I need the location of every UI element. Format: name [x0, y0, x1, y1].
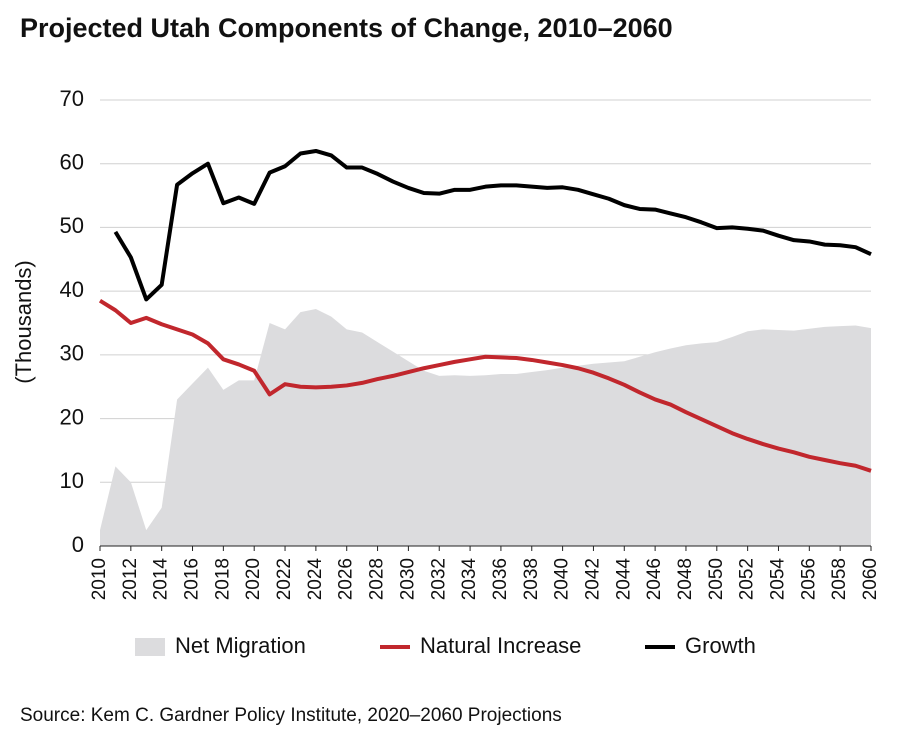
x-tick-label: 2030	[397, 558, 418, 600]
y-tick-label: 10	[60, 468, 84, 493]
line	[98, 299, 872, 473]
x-tick-label: 2052	[737, 558, 758, 600]
x-tick-label: 2034	[459, 558, 480, 601]
legend-label: Net Migration	[175, 633, 306, 658]
x-tick-label: 2032	[428, 558, 449, 600]
x-tick-label: 2028	[367, 558, 388, 600]
x-tick-label: 2020	[243, 558, 264, 600]
x-tick-label: 2026	[336, 558, 357, 600]
source: Source: Kem C. Gardner Policy Institute,…	[20, 705, 562, 726]
x-tick-label: 2018	[212, 558, 233, 600]
x-tick-label: 2010	[89, 558, 110, 600]
x-tick-label: 2044	[613, 558, 634, 601]
x-tick-label: 2046	[644, 558, 665, 600]
area	[100, 308, 871, 546]
x-tick-label: 2048	[675, 558, 696, 600]
x-tick-label: 2042	[582, 558, 603, 600]
y-tick-label: 20	[60, 404, 84, 429]
x-tick-label: 2022	[274, 558, 295, 600]
y-tick-label: 60	[60, 150, 84, 175]
x-tick-label: 2058	[829, 558, 850, 600]
legend-label: Natural Increase	[420, 633, 581, 658]
x-tick-label: 2024	[305, 558, 326, 601]
y-tick-label: 50	[60, 213, 84, 238]
x-tick-label: 2040	[552, 558, 573, 600]
legend-label: Growth	[685, 633, 756, 658]
x-tick-label: 2060	[860, 558, 881, 600]
y-tick-label: 30	[60, 341, 84, 366]
x-tick-label: 2036	[490, 558, 511, 600]
x-tick-label: 2038	[521, 558, 542, 600]
x-tick-label: 2016	[182, 558, 203, 600]
chart-title: Projected Utah Components of Change, 201…	[20, 13, 673, 43]
y-tick-label: 40	[60, 277, 84, 302]
x-tick-label: 2014	[151, 558, 172, 601]
y-axis-label: (Thousands)	[11, 260, 36, 384]
x-tick-label: 2054	[767, 558, 788, 601]
x-tick-label: 2056	[798, 558, 819, 600]
y-tick-label: 70	[60, 86, 84, 111]
y-tick-label: 0	[72, 532, 84, 557]
x-tick-label: 2050	[706, 558, 727, 600]
legend-swatch	[135, 638, 165, 656]
line	[113, 148, 872, 302]
x-tick-label: 2012	[120, 558, 141, 600]
